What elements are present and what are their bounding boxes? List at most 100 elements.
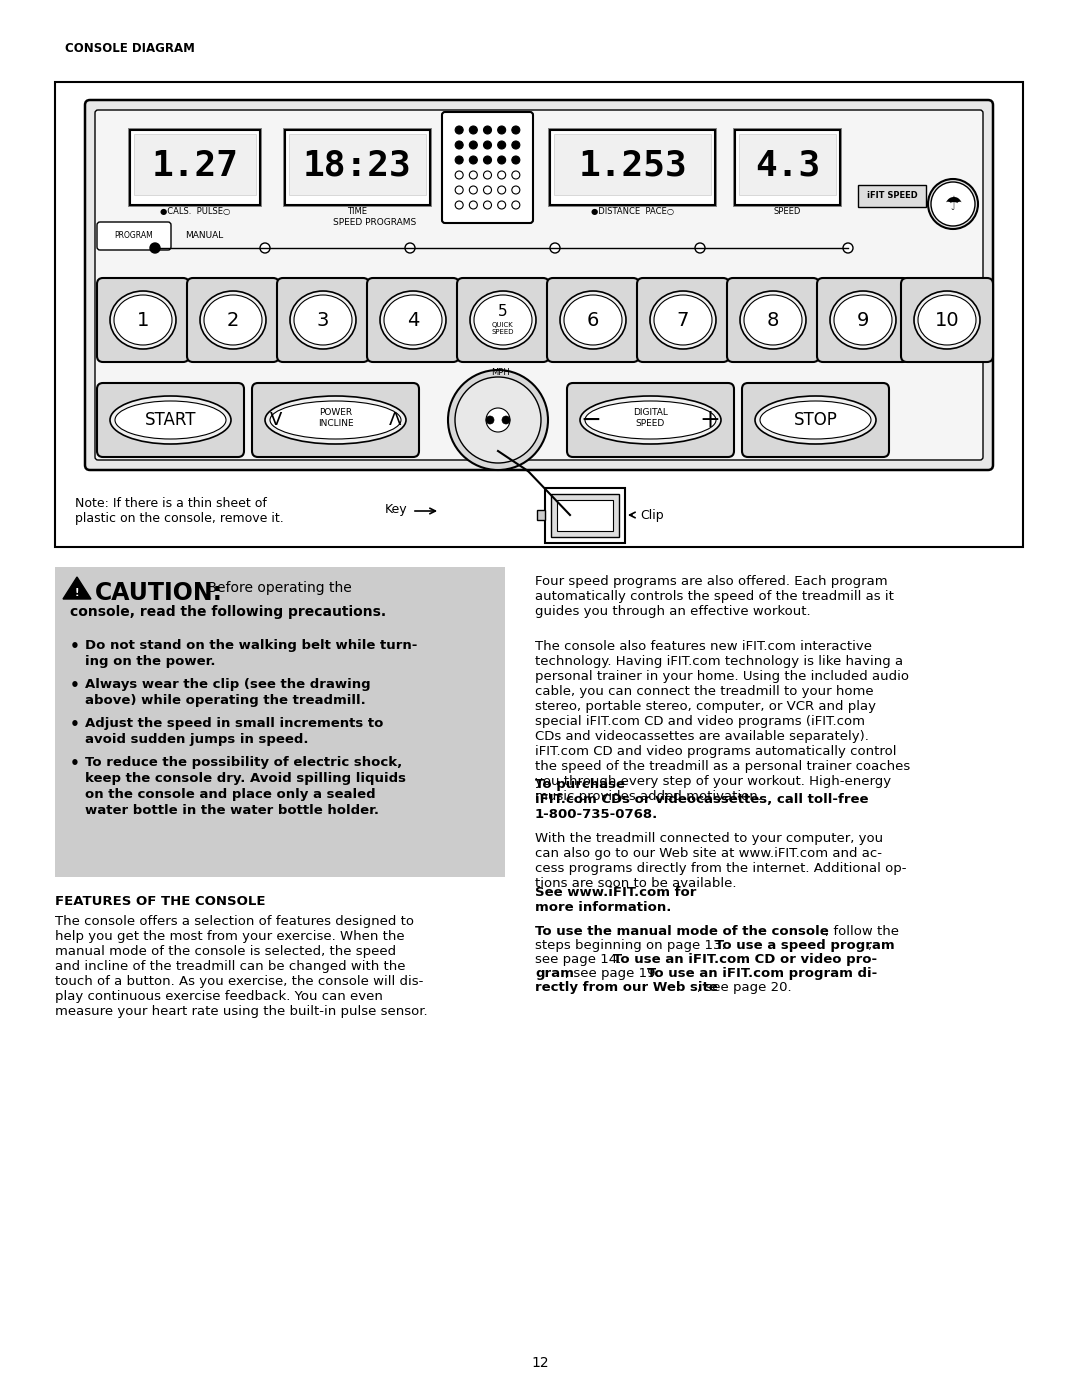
- FancyBboxPatch shape: [816, 278, 909, 362]
- Text: V: V: [270, 411, 282, 429]
- Ellipse shape: [585, 401, 716, 439]
- Text: 4: 4: [407, 310, 419, 330]
- Circle shape: [550, 243, 561, 253]
- Text: Adjust the speed in small increments to
avoid sudden jumps in speed.: Adjust the speed in small increments to …: [85, 717, 383, 746]
- Bar: [735, 130, 840, 205]
- Circle shape: [512, 126, 519, 134]
- Bar: [55, 567, 505, 877]
- Text: −: −: [581, 408, 602, 432]
- Ellipse shape: [580, 395, 721, 444]
- Text: MANUAL: MANUAL: [185, 232, 224, 240]
- Polygon shape: [63, 577, 91, 599]
- Text: 7: 7: [677, 310, 689, 330]
- FancyBboxPatch shape: [85, 101, 993, 469]
- Ellipse shape: [265, 395, 406, 444]
- FancyBboxPatch shape: [546, 278, 639, 362]
- Circle shape: [484, 170, 491, 179]
- Ellipse shape: [384, 295, 442, 345]
- Text: With the treadmill connected to your computer, you
can also go to our Web site a: With the treadmill connected to your com…: [535, 833, 906, 890]
- Bar: [55, 82, 1023, 548]
- Text: 1.27: 1.27: [151, 148, 239, 183]
- FancyBboxPatch shape: [187, 278, 279, 362]
- Text: To use an iFIT.com program di-: To use an iFIT.com program di-: [647, 967, 877, 981]
- Circle shape: [931, 182, 975, 226]
- Text: START: START: [145, 411, 197, 429]
- Text: !: !: [75, 588, 79, 598]
- Circle shape: [928, 179, 978, 229]
- Ellipse shape: [914, 291, 980, 349]
- FancyBboxPatch shape: [442, 112, 534, 224]
- Circle shape: [498, 126, 505, 134]
- Text: The console offers a selection of features designed to
help you get the most fro: The console offers a selection of featur…: [55, 915, 428, 1018]
- Text: , see page 19.: , see page 19.: [565, 967, 660, 981]
- Text: 10: 10: [934, 310, 959, 330]
- Text: Do not stand on the walking belt while turn-
ing on the power.: Do not stand on the walking belt while t…: [85, 638, 417, 668]
- Ellipse shape: [291, 291, 356, 349]
- Circle shape: [512, 141, 519, 149]
- FancyBboxPatch shape: [637, 278, 729, 362]
- Text: The console also features new iFIT.com interactive
technology. Having iFIT.com t: The console also features new iFIT.com i…: [535, 640, 910, 803]
- Circle shape: [484, 126, 491, 134]
- Text: 12: 12: [531, 1356, 549, 1370]
- FancyBboxPatch shape: [742, 383, 889, 457]
- Bar: [129, 129, 262, 207]
- Circle shape: [486, 416, 494, 425]
- Text: SPEED PROGRAMS: SPEED PROGRAMS: [334, 218, 417, 226]
- Ellipse shape: [200, 291, 266, 349]
- Circle shape: [484, 141, 491, 149]
- Text: CONSOLE DIAGRAM: CONSOLE DIAGRAM: [65, 42, 194, 54]
- Bar: [739, 134, 836, 196]
- Circle shape: [470, 141, 477, 149]
- FancyBboxPatch shape: [97, 383, 244, 457]
- Text: •: •: [70, 678, 80, 693]
- FancyBboxPatch shape: [457, 278, 549, 362]
- Ellipse shape: [474, 295, 532, 345]
- Circle shape: [696, 243, 705, 253]
- Bar: [733, 129, 842, 207]
- Circle shape: [470, 201, 477, 210]
- FancyBboxPatch shape: [367, 278, 459, 362]
- Text: ●CALS.  PULSE○: ●CALS. PULSE○: [160, 207, 230, 217]
- Circle shape: [512, 170, 519, 179]
- Circle shape: [455, 170, 463, 179]
- FancyBboxPatch shape: [97, 278, 189, 362]
- Text: Before operating the: Before operating the: [203, 581, 352, 595]
- Circle shape: [260, 243, 270, 253]
- Circle shape: [498, 141, 505, 149]
- FancyBboxPatch shape: [727, 278, 819, 362]
- Text: ☂: ☂: [944, 194, 962, 214]
- Text: STOP: STOP: [794, 411, 837, 429]
- Circle shape: [455, 141, 463, 149]
- Circle shape: [484, 186, 491, 194]
- Circle shape: [455, 126, 463, 134]
- Text: TIME: TIME: [348, 207, 367, 217]
- Circle shape: [455, 377, 541, 462]
- Text: 18:23: 18:23: [303, 148, 411, 183]
- Text: SPEED: SPEED: [773, 207, 801, 217]
- Text: CAUTION:: CAUTION:: [95, 581, 222, 605]
- Ellipse shape: [114, 401, 226, 439]
- Circle shape: [498, 170, 505, 179]
- Circle shape: [470, 156, 477, 163]
- Text: rectly from our Web site: rectly from our Web site: [535, 981, 718, 995]
- Bar: [537, 510, 545, 520]
- Circle shape: [455, 186, 463, 194]
- Ellipse shape: [564, 295, 622, 345]
- Circle shape: [498, 201, 505, 210]
- Bar: [548, 129, 717, 207]
- Circle shape: [512, 156, 519, 163]
- Bar: [550, 130, 715, 205]
- Text: gram: gram: [535, 967, 573, 981]
- Text: , follow the: , follow the: [825, 925, 899, 937]
- Text: Clip: Clip: [640, 509, 663, 521]
- Circle shape: [843, 243, 853, 253]
- Circle shape: [502, 416, 510, 425]
- Text: To reduce the possibility of electric shock,
keep the console dry. Avoid spillin: To reduce the possibility of electric sh…: [85, 756, 406, 817]
- Ellipse shape: [760, 401, 870, 439]
- Text: To purchase
iFIT.com CDs or videocassettes, call toll-free
1-800-735-0768.: To purchase iFIT.com CDs or videocassett…: [535, 778, 868, 821]
- Ellipse shape: [114, 295, 172, 345]
- Text: •: •: [70, 638, 80, 654]
- FancyBboxPatch shape: [95, 110, 983, 460]
- Text: •: •: [70, 717, 80, 732]
- FancyBboxPatch shape: [901, 278, 993, 362]
